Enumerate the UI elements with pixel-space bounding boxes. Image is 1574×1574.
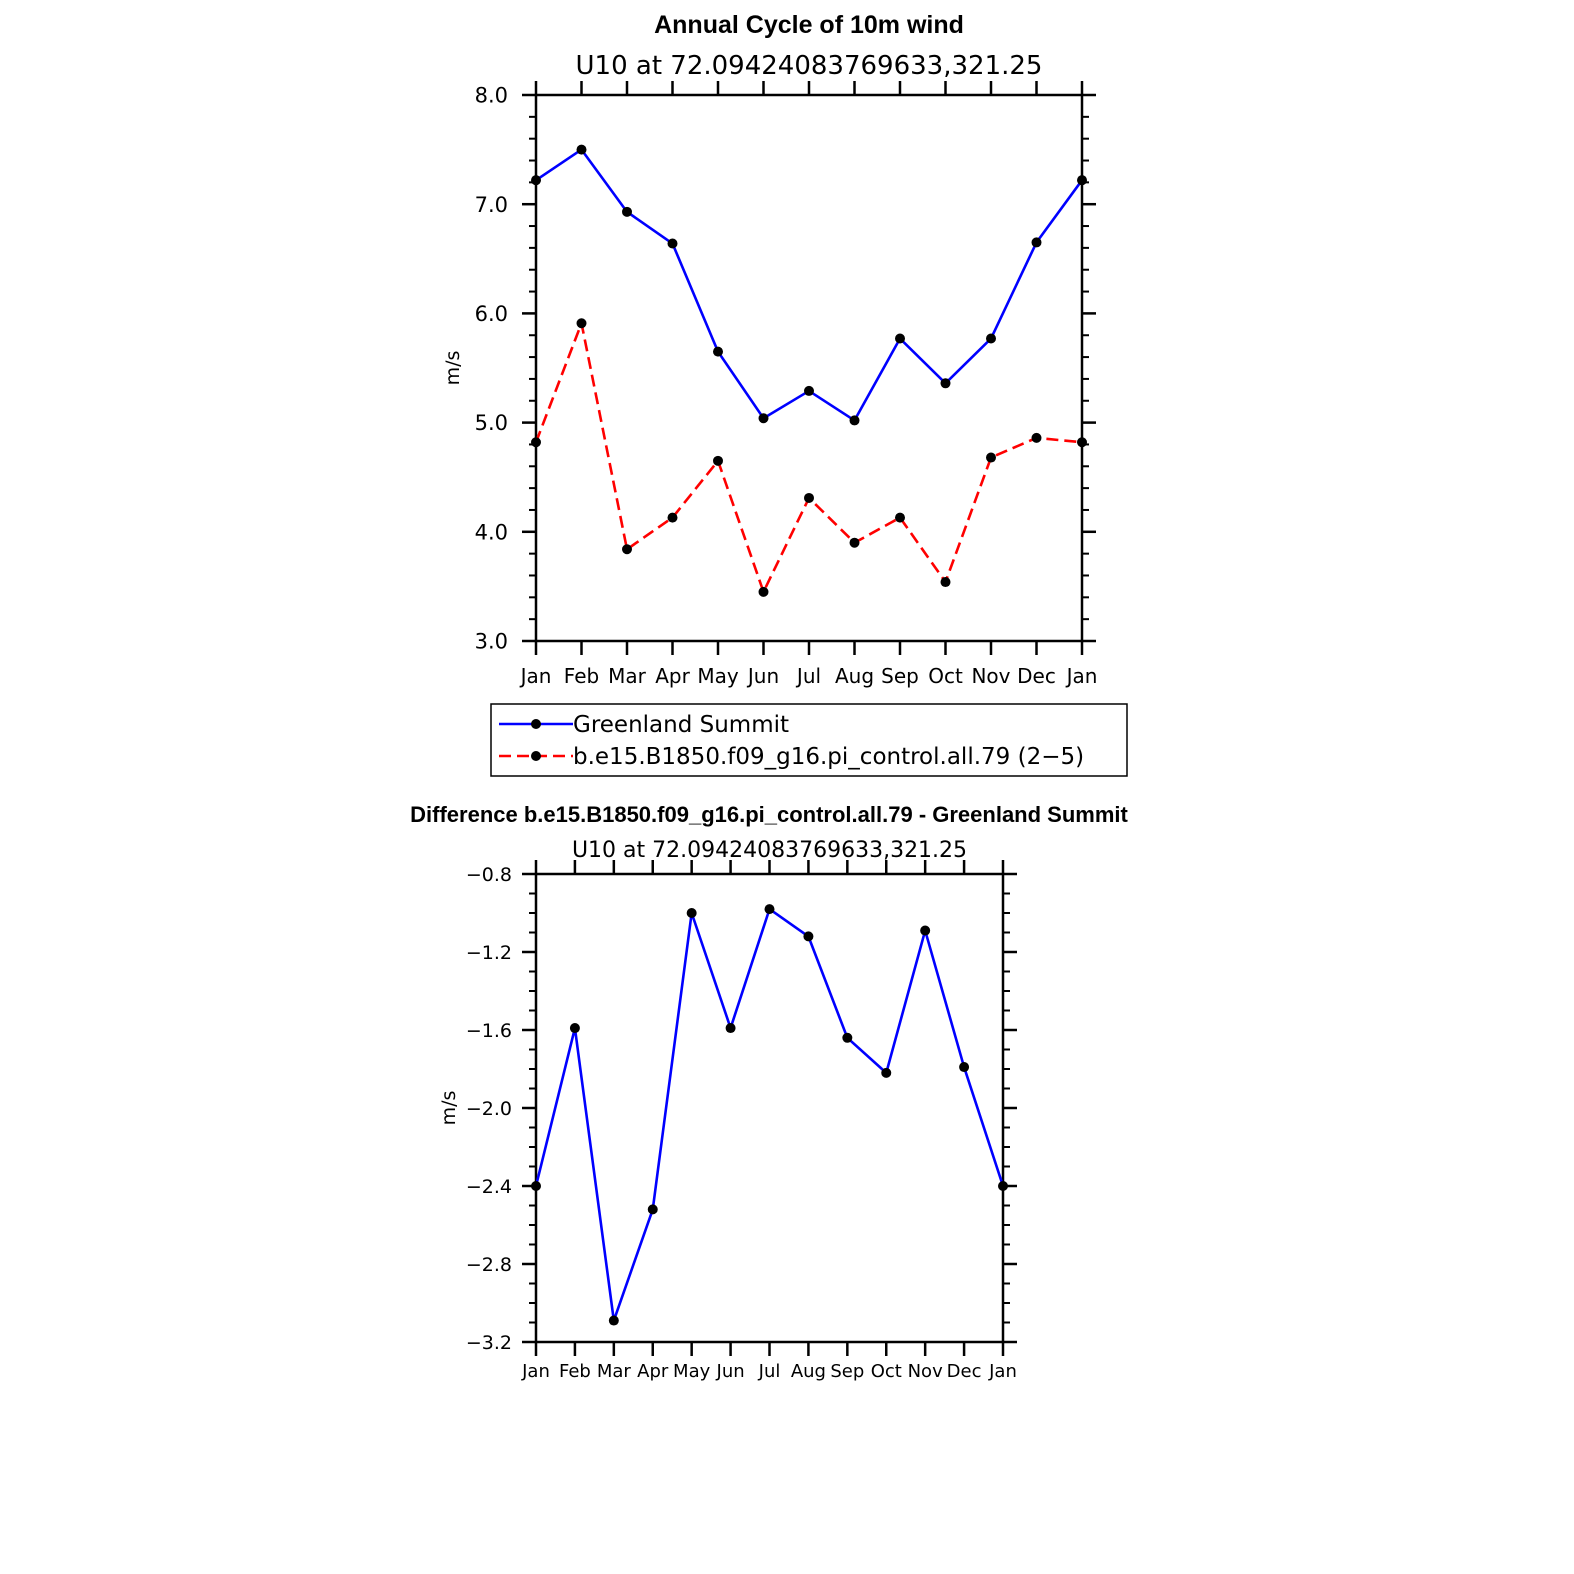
- data-point: [1077, 437, 1087, 448]
- data-point: [608, 1315, 619, 1326]
- x-tick-label: Dec: [1017, 664, 1056, 688]
- x-tick-label: Feb: [559, 1361, 591, 1382]
- legend-marker: [531, 719, 541, 729]
- data-point: [531, 437, 541, 448]
- data-point: [895, 512, 905, 523]
- chart-subtitle: U10 at 72.09424083769633,321.25: [572, 838, 967, 863]
- data-point: [647, 1204, 658, 1215]
- data-point: [940, 577, 951, 588]
- x-tick-label: Apr: [655, 664, 690, 688]
- x-tick-label: Aug: [835, 664, 874, 688]
- data-point: [1031, 237, 1042, 248]
- data-point: [667, 512, 678, 523]
- chart-1: Annual Cycle of 10m wind U10 at 72.094240…: [442, 11, 1128, 777]
- x-tick-label: Mar: [608, 664, 647, 688]
- y-tick-label: −2.0: [466, 1098, 512, 1120]
- chart-title: Annual Cycle of 10m wind: [654, 11, 964, 39]
- x-tick-label: Nov: [908, 1361, 943, 1382]
- data-point: [940, 378, 951, 389]
- data-point: [758, 586, 769, 597]
- y-axis-label: m/s: [442, 351, 464, 386]
- data-point: [764, 904, 775, 915]
- data-point: [804, 385, 814, 396]
- data-point: [531, 1181, 541, 1191]
- data-point: [576, 144, 587, 155]
- y-tick-label: −2.8: [466, 1254, 512, 1276]
- y-axis-label: m/s: [438, 1091, 460, 1126]
- x-tick-label: Aug: [791, 1361, 826, 1382]
- data-point: [959, 1062, 970, 1073]
- chart-subtitle: U10 at 72.09424083769633,321.25: [576, 51, 1043, 81]
- x-tick-label: Jan: [521, 1361, 550, 1382]
- data-point: [920, 925, 931, 936]
- data-point: [849, 415, 860, 426]
- y-tick-label: −1.2: [466, 942, 512, 964]
- y-tick-label: 3.0: [475, 630, 508, 654]
- chart-title: Difference b.e15.B1850.f09_g16.pi_contro…: [410, 802, 1128, 827]
- x-tick-label: May: [673, 1361, 711, 1382]
- data-point: [1031, 432, 1042, 443]
- data-point: [758, 413, 769, 424]
- x-tick-label: Mar: [597, 1361, 632, 1382]
- legend-label-1: Greenland Summit: [573, 712, 789, 738]
- y-tick-label: 8.0: [475, 84, 508, 108]
- data-point: [986, 452, 996, 463]
- x-tick-label: Apr: [637, 1361, 669, 1382]
- data-point: [804, 492, 814, 503]
- data-point: [622, 206, 632, 217]
- y-tick-label: 4.0: [475, 520, 508, 544]
- data-point: [881, 1067, 892, 1078]
- x-tick-label: Sep: [881, 664, 919, 688]
- data-point: [713, 455, 723, 466]
- legend-marker: [531, 751, 541, 761]
- data-point: [686, 908, 697, 918]
- x-tick-label: Jun: [746, 664, 779, 688]
- series-line-1: [535, 148, 1084, 422]
- series-line-1: [534, 907, 1005, 1322]
- x-tick-label: May: [697, 664, 739, 688]
- x-tick-label: Jun: [716, 1361, 745, 1382]
- data-point: [713, 346, 723, 357]
- data-point: [576, 318, 587, 329]
- legend: Greenland Summit b.e15.B1850.f09_g16.pi_c…: [490, 703, 1128, 777]
- y-tick-label: −0.8: [466, 864, 512, 886]
- data-point: [531, 175, 541, 186]
- y-tick-label: −3.2: [466, 1332, 512, 1354]
- x-tick-label: Jan: [1065, 664, 1098, 688]
- x-tick-label: Oct: [928, 664, 963, 688]
- x-tick-label: Jan: [519, 664, 552, 688]
- y-tick-label: 7.0: [475, 193, 508, 217]
- data-point: [725, 1023, 736, 1034]
- legend-label-2: b.e15.B1850.f09_g16.pi_control.all.79 (2…: [573, 744, 1084, 770]
- chart-2: Difference b.e15.B1850.f09_g16.pi_contro…: [410, 802, 1128, 1382]
- data-point: [986, 333, 996, 344]
- data-point: [1077, 175, 1087, 186]
- plot-frame: [534, 93, 1084, 643]
- data-point: [569, 1023, 580, 1034]
- data-point: [622, 544, 632, 555]
- data-point: [803, 931, 814, 942]
- x-tick-label: Feb: [564, 664, 599, 688]
- data-point: [842, 1032, 853, 1043]
- x-tick-label: Jan: [988, 1361, 1017, 1382]
- x-tick-label: Nov: [971, 664, 1010, 688]
- x-tick-label: Dec: [947, 1361, 982, 1382]
- y-tick-label: 6.0: [475, 302, 508, 326]
- y-tick-label: 5.0: [475, 411, 508, 435]
- data-point: [998, 1181, 1008, 1191]
- y-tick-label: −2.4: [466, 1176, 512, 1198]
- x-tick-label: Sep: [830, 1361, 864, 1382]
- legend-box: [490, 703, 1128, 777]
- data-point: [667, 238, 678, 249]
- data-point: [849, 537, 860, 548]
- data-point: [895, 333, 905, 344]
- x-tick-label: Jul: [758, 1361, 781, 1382]
- series-line-2: [534, 321, 1083, 594]
- y-tick-label: −1.6: [466, 1020, 512, 1042]
- x-tick-label: Jul: [795, 664, 821, 688]
- x-tick-label: Oct: [871, 1361, 902, 1382]
